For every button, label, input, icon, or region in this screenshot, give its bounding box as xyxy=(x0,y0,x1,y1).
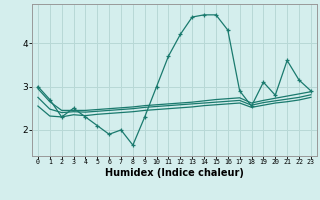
X-axis label: Humidex (Indice chaleur): Humidex (Indice chaleur) xyxy=(105,168,244,178)
